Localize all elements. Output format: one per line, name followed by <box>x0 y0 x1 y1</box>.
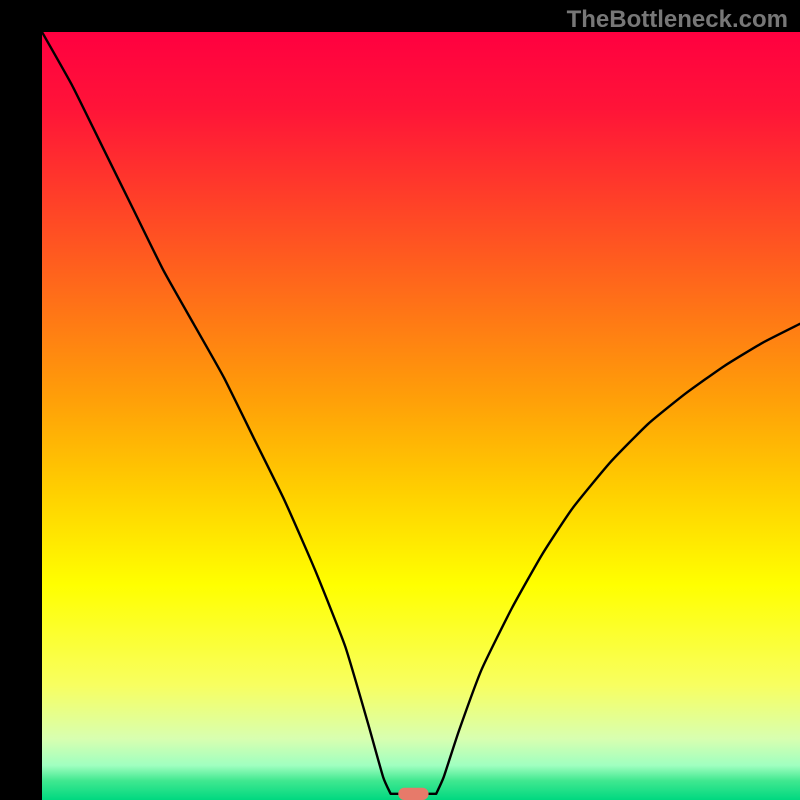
chart-stage: TheBottleneck.com <box>0 0 800 800</box>
chart-background-gradient <box>42 32 800 800</box>
bottleneck-chart <box>42 32 800 800</box>
optimal-point-marker <box>398 788 428 800</box>
watermark-text: TheBottleneck.com <box>567 6 788 34</box>
